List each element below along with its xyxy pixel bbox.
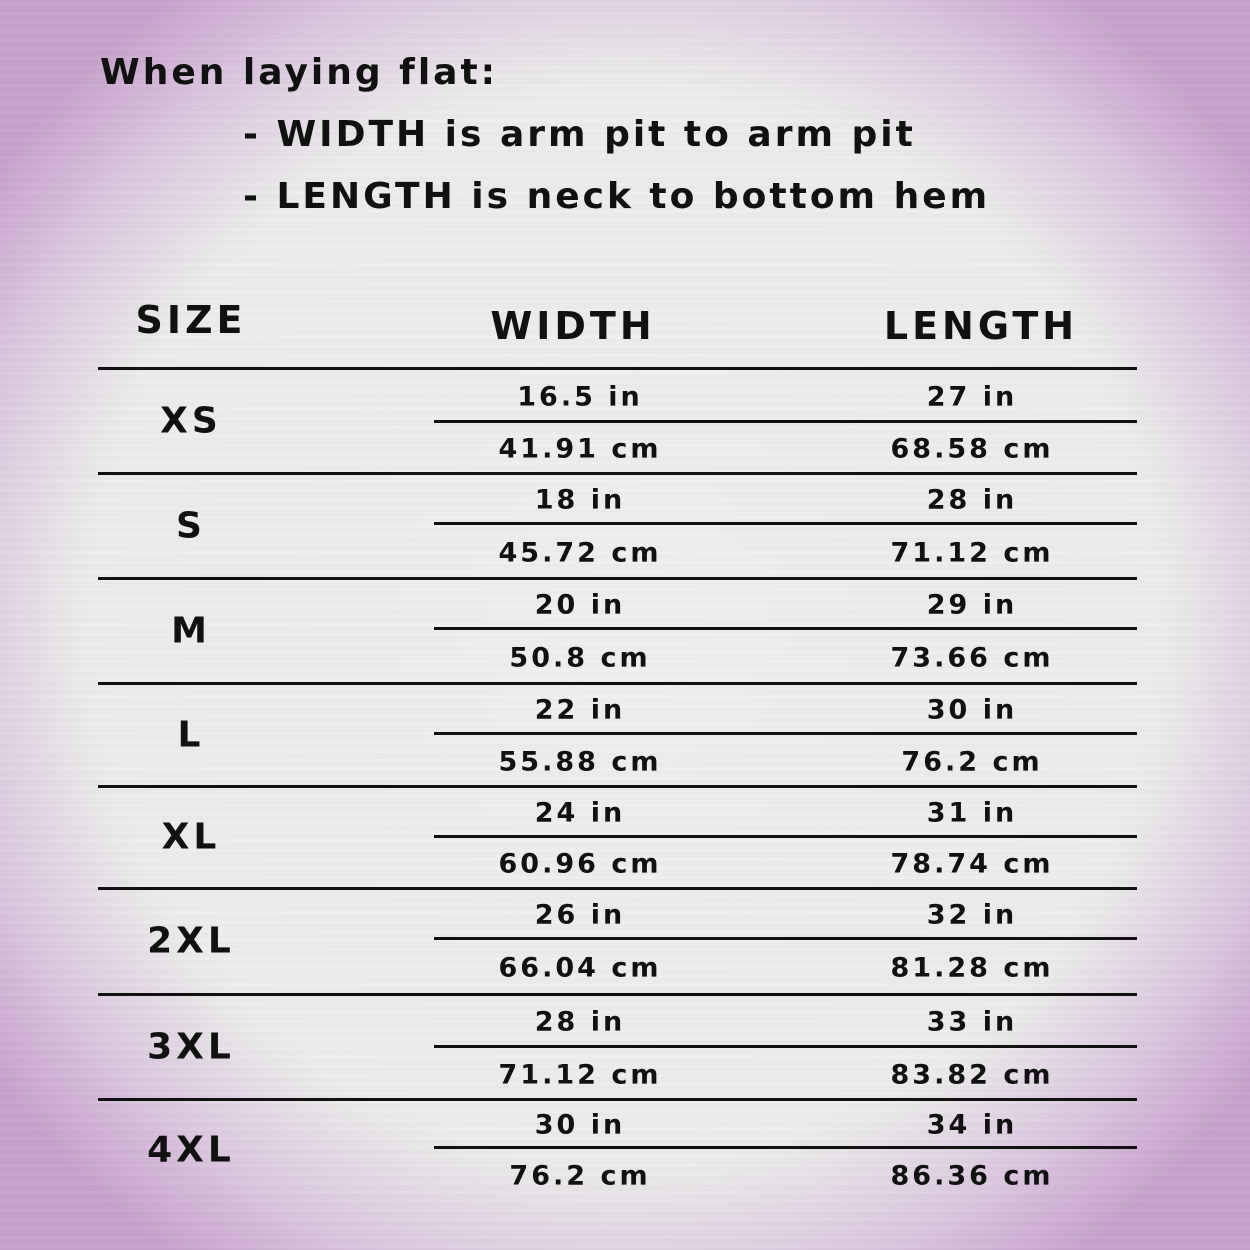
- width-inches: 16.5 in: [517, 381, 643, 412]
- width-inches: 22 in: [534, 694, 626, 726]
- unit-divider: [434, 522, 1137, 525]
- size-label: 4XL: [147, 1129, 235, 1170]
- header-size: SIZE: [135, 298, 247, 342]
- length-centimeters: 81.28 cm: [890, 952, 1054, 984]
- size-label: 2XL: [147, 920, 235, 962]
- length-inches: 34 in: [926, 1109, 1018, 1141]
- length-centimeters: 83.82 cm: [890, 1059, 1054, 1090]
- size-label: XS: [160, 400, 222, 441]
- width-centimeters: 66.04 cm: [498, 952, 662, 984]
- length-centimeters: 76.2 cm: [901, 746, 1043, 777]
- unit-divider: [434, 835, 1137, 838]
- width-centimeters: 41.91 cm: [498, 433, 662, 465]
- row-divider: [98, 785, 1137, 788]
- size-label: 3XL: [147, 1026, 235, 1067]
- unit-divider: [434, 1146, 1137, 1149]
- width-centimeters: 71.12 cm: [498, 1059, 662, 1090]
- length-centimeters: 68.58 cm: [890, 433, 1054, 465]
- width-centimeters: 55.88 cm: [498, 746, 662, 777]
- length-inches: 33 in: [926, 1006, 1018, 1038]
- size-label: XL: [161, 816, 221, 858]
- length-centimeters: 86.36 cm: [890, 1160, 1054, 1191]
- row-divider: [98, 367, 1137, 370]
- width-inches: 30 in: [534, 1109, 626, 1141]
- row-divider: [98, 887, 1137, 890]
- length-inches: 27 in: [926, 381, 1018, 412]
- size-label: S: [176, 505, 206, 546]
- intro-title: When laying flat:: [100, 52, 499, 93]
- width-centimeters: 50.8 cm: [509, 642, 651, 673]
- width-centimeters: 76.2 cm: [509, 1160, 651, 1191]
- header-length: LENGTH: [883, 304, 1079, 348]
- length-inches: 30 in: [926, 694, 1018, 726]
- length-centimeters: 73.66 cm: [890, 642, 1054, 673]
- width-inches: 18 in: [534, 484, 626, 516]
- length-centimeters: 78.74 cm: [890, 848, 1054, 880]
- intro-length-note: - LENGTH is neck to bottom hem: [243, 176, 991, 217]
- size-label: L: [177, 714, 205, 755]
- size-label: M: [171, 610, 211, 651]
- row-divider: [98, 1098, 1137, 1101]
- width-centimeters: 45.72 cm: [498, 537, 662, 568]
- row-divider: [98, 993, 1137, 996]
- length-inches: 32 in: [926, 899, 1018, 931]
- row-divider: [98, 577, 1137, 580]
- length-centimeters: 71.12 cm: [890, 537, 1054, 568]
- header-width: WIDTH: [490, 304, 656, 348]
- unit-divider: [434, 627, 1137, 630]
- unit-divider: [434, 420, 1137, 423]
- width-inches: 26 in: [534, 899, 626, 931]
- width-inches: 28 in: [534, 1006, 626, 1038]
- length-inches: 31 in: [926, 797, 1018, 829]
- intro-width-note: - WIDTH is arm pit to arm pit: [243, 114, 916, 155]
- unit-divider: [434, 937, 1137, 940]
- row-divider: [98, 682, 1137, 685]
- unit-divider: [434, 732, 1137, 735]
- width-centimeters: 60.96 cm: [498, 848, 662, 880]
- unit-divider: [434, 1045, 1137, 1048]
- row-divider: [98, 472, 1137, 475]
- length-inches: 29 in: [926, 589, 1018, 621]
- length-inches: 28 in: [926, 484, 1018, 516]
- width-inches: 20 in: [534, 589, 626, 621]
- width-inches: 24 in: [534, 797, 626, 829]
